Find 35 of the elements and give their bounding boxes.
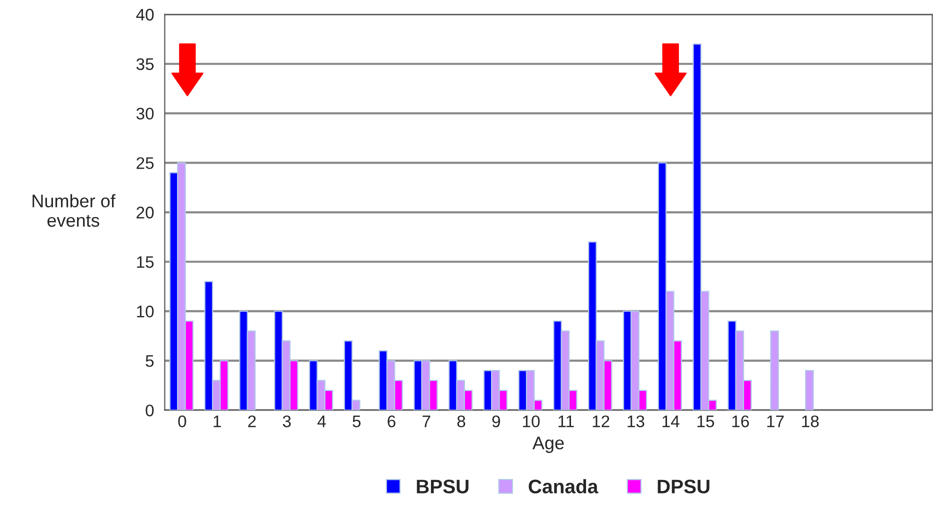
y-tick-label: 25	[136, 157, 154, 170]
y-tick-label: 15	[137, 256, 154, 268]
x-tick-label: 5	[352, 416, 361, 428]
y-tick-label: 5	[146, 355, 154, 367]
y-tick-label: 20	[136, 206, 154, 218]
x-tick-label: 2	[248, 415, 256, 428]
x-tick-label: 6	[388, 415, 396, 428]
y-tick-label: 10	[137, 306, 154, 318]
legend-label: DPSU	[658, 480, 710, 494]
y-tick-label: 35	[136, 58, 154, 70]
bar	[770, 330, 779, 410]
x-tick-label: 17	[767, 416, 784, 428]
x-tick-label: 4	[317, 416, 326, 428]
x-tick-label: 13	[628, 415, 644, 428]
x-tick-label: 16	[732, 415, 749, 428]
x-tick-label: 7	[422, 416, 430, 428]
y-tick-label: 0	[146, 404, 154, 416]
x-tick-label: 18	[802, 415, 819, 428]
x-tick-label: 15	[697, 416, 714, 428]
x-tick-label: 8	[457, 415, 466, 428]
x-axis-title: Age	[532, 436, 564, 453]
x-tick-label: 11	[558, 416, 574, 428]
x-tick-label: 3	[282, 415, 291, 428]
y-tick-label: 40	[136, 8, 154, 21]
x-tick-label: 10	[523, 415, 540, 428]
legend-label: Canada	[528, 479, 598, 494]
x-tick-label: 12	[592, 415, 610, 428]
y-tick-label: 30	[136, 108, 154, 120]
bar	[805, 370, 814, 410]
x-tick-label: 14	[662, 416, 680, 428]
x-tick-label: 9	[492, 415, 500, 428]
legend-label: BPSU	[416, 480, 468, 494]
x-tick-label: 1	[214, 416, 221, 428]
y-axis-title: Number of events	[32, 194, 116, 227]
x-tick-label: 0	[178, 415, 186, 428]
